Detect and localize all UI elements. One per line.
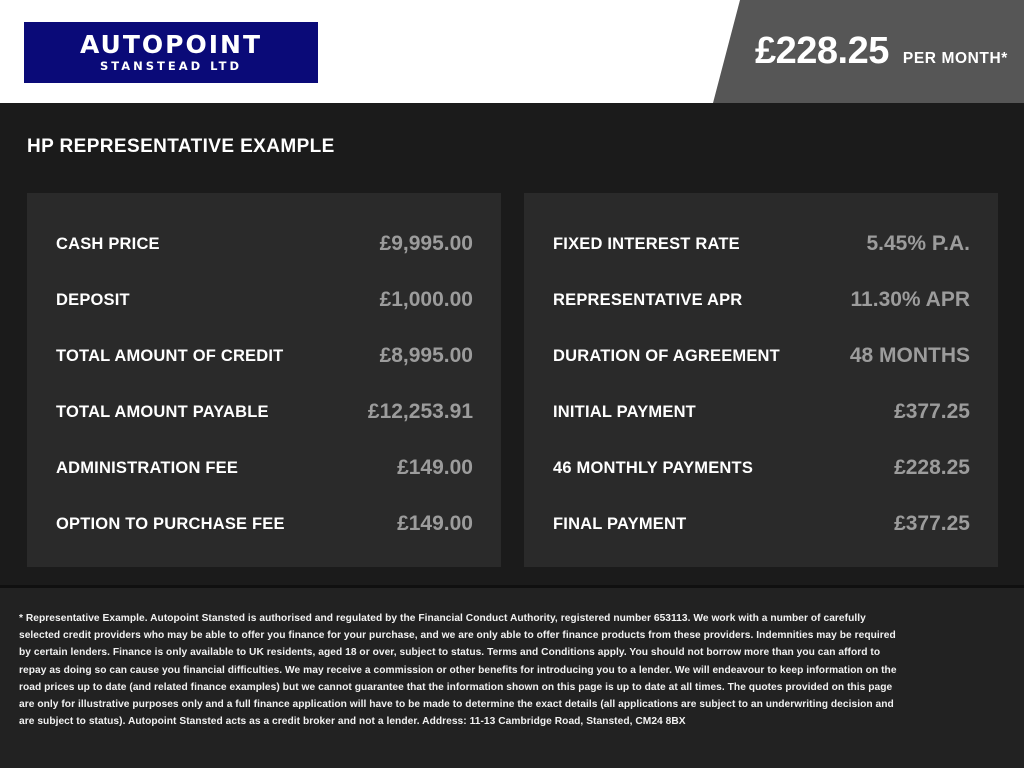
- disclaimer-text: * Representative Example. Autopoint Stan…: [19, 613, 897, 728]
- finance-panel-left: CASH PRICE £9,995.00 DEPOSIT £1,000.00 TOTAL…: [27, 193, 501, 567]
- finance-row: FIXED INTEREST RATE 5.45% P.A.: [524, 216, 998, 272]
- left-value-3: £12,253.91: [367, 400, 473, 423]
- finance-panel-right: FIXED INTEREST RATE 5.45% P.A. REPRESENTAT…: [524, 193, 998, 567]
- left-value-1: £1,000.00: [379, 288, 473, 311]
- right-value-0: 5.45% P.A.: [866, 232, 970, 255]
- monthly-price-amount: £228.25: [755, 30, 889, 72]
- finance-row: CASH PRICE £9,995.00: [27, 216, 501, 272]
- left-value-0: £9,995.00: [379, 232, 473, 255]
- right-label-5: FINAL PAYMENT: [553, 514, 687, 533]
- left-label-3: TOTAL AMOUNT PAYABLE: [56, 402, 269, 421]
- right-label-3: INITIAL PAYMENT: [553, 402, 696, 421]
- price-inner: £228.25 PER MONTH*: [755, 30, 1008, 73]
- left-value-2: £8,995.00: [379, 344, 473, 367]
- right-label-4: 46 MONTHLY PAYMENTS: [553, 458, 754, 477]
- page-footer: * Representative Example. Autopoint Stan…: [0, 588, 1024, 768]
- left-label-2: TOTAL AMOUNT OF CREDIT: [56, 346, 284, 365]
- footer-divider: [0, 585, 1024, 588]
- finance-row: REPRESENTATIVE APR 11.30% APR: [524, 272, 998, 328]
- left-value-5: £149.00: [397, 512, 473, 535]
- finance-row: DURATION OF AGREEMENT 48 MONTHS: [524, 328, 998, 384]
- right-label-0: FIXED INTEREST RATE: [553, 234, 740, 253]
- finance-row: 46 MONTHLY PAYMENTS £228.25: [524, 440, 998, 496]
- logo-subtitle: STANSTEAD LTD: [99, 58, 242, 73]
- finance-row: INITIAL PAYMENT £377.25: [524, 384, 998, 440]
- left-value-4: £149.00: [397, 456, 473, 479]
- finance-row: TOTAL AMOUNT PAYABLE £12,253.91: [27, 384, 501, 440]
- left-label-1: DEPOSIT: [56, 290, 130, 309]
- right-label-1: REPRESENTATIVE APR: [553, 290, 743, 309]
- logo-wordmark: AUTOPOINT: [79, 30, 263, 60]
- right-value-5: £377.25: [894, 512, 970, 535]
- right-value-3: £377.25: [894, 400, 970, 423]
- right-value-4: £228.25: [894, 456, 970, 479]
- finance-row: OPTION TO PURCHASE FEE £149.00: [27, 496, 501, 552]
- finance-row: DEPOSIT £1,000.00: [27, 272, 501, 328]
- autopoint-logo[interactable]: AUTOPOINT STANSTEAD LTD: [24, 22, 318, 83]
- right-value-2: 48 MONTHS: [849, 344, 970, 367]
- right-label-2: DURATION OF AGREEMENT: [553, 346, 780, 365]
- monthly-price-banner: £228.25 PER MONTH*: [713, 0, 1024, 103]
- monthly-price-suffix: PER MONTH*: [902, 50, 1008, 67]
- page-header: AUTOPOINT STANSTEAD LTD £228.25 PER MONT…: [0, 0, 1024, 103]
- left-label-0: CASH PRICE: [56, 234, 160, 253]
- page-title: HP REPRESENTATIVE EXAMPLE: [27, 136, 335, 157]
- right-value-1: 11.30% APR: [850, 288, 970, 311]
- finance-row: FINAL PAYMENT £377.25: [524, 496, 998, 552]
- left-label-5: OPTION TO PURCHASE FEE: [56, 514, 285, 533]
- left-label-4: ADMINISTRATION FEE: [56, 458, 239, 477]
- finance-row: ADMINISTRATION FEE £149.00: [27, 440, 501, 496]
- finance-row: TOTAL AMOUNT OF CREDIT £8,995.00: [27, 328, 501, 384]
